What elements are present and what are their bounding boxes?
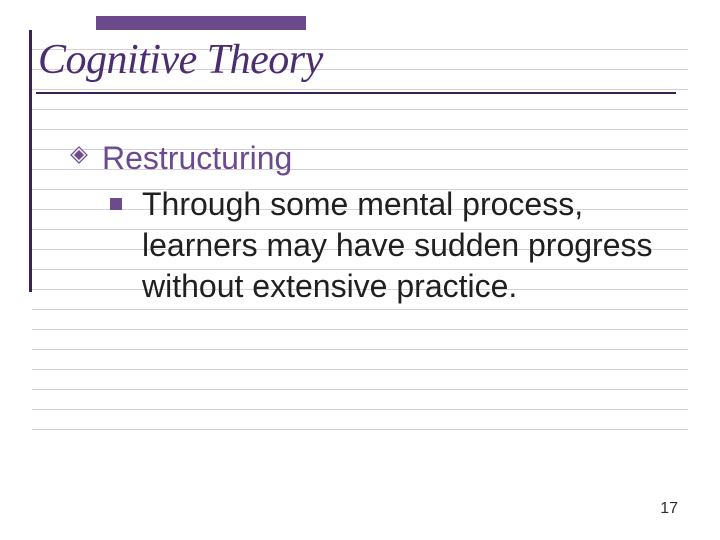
bullet-level1: Restructuring <box>70 138 670 178</box>
accent-bar <box>96 16 306 30</box>
left-margin-rule <box>29 30 32 292</box>
bullet-level2: Through some mental process, learners ma… <box>70 184 670 307</box>
title-underline <box>36 92 676 94</box>
page-number: 17 <box>660 500 678 518</box>
diamond-icon <box>70 146 88 164</box>
square-icon <box>110 198 122 210</box>
slide-title: Cognitive Theory <box>38 36 323 84</box>
bullet-level1-text: Restructuring <box>102 138 670 178</box>
bullet-level2-text: Through some mental process, learners ma… <box>142 184 670 307</box>
content-area: Restructuring Through some mental proces… <box>70 138 670 307</box>
